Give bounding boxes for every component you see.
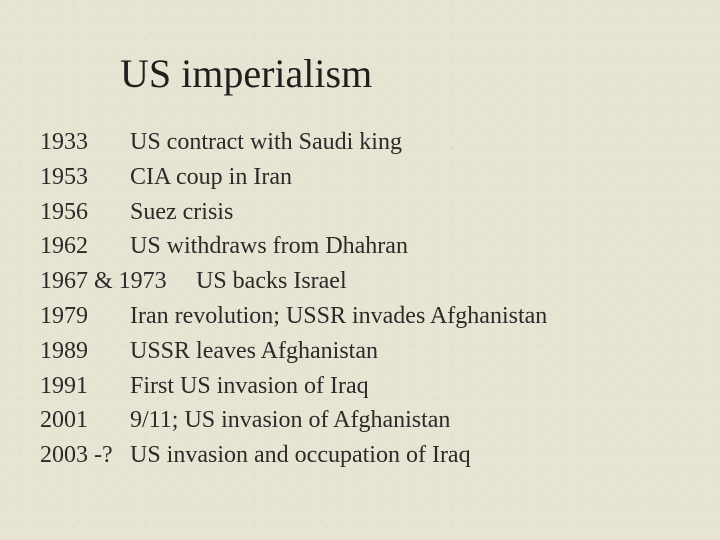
timeline-event: Iran revolution; USSR invades Afghanista… (130, 303, 547, 329)
timeline-year: 1962 (40, 229, 130, 264)
timeline-row: 1956Suez crisis (40, 195, 680, 230)
slide-title: US imperialism (120, 50, 680, 97)
timeline-row: 20019/11; US invasion of Afghanistan (40, 403, 680, 438)
timeline-row: 1989USSR leaves Afghanistan (40, 334, 680, 369)
timeline-year: 2001 (40, 403, 130, 438)
timeline-event: First US invasion of Iraq (130, 373, 369, 399)
timeline-event: US backs Israel (196, 268, 347, 294)
timeline-year: 2003 -? (40, 438, 130, 473)
timeline-event: US contract with Saudi king (130, 129, 402, 155)
timeline-year: 1979 (40, 299, 130, 334)
timeline-year: 1989 (40, 334, 130, 369)
timeline-event: Suez crisis (130, 199, 233, 225)
timeline-year: 1953 (40, 160, 130, 195)
timeline-row: 1979Iran revolution; USSR invades Afghan… (40, 299, 680, 334)
timeline-event: USSR leaves Afghanistan (130, 338, 378, 364)
timeline-year: 1956 (40, 195, 130, 230)
timeline-year: 1933 (40, 125, 130, 160)
timeline-row: 1933US contract with Saudi king (40, 125, 680, 160)
timeline-row: 1962US withdraws from Dhahran (40, 229, 680, 264)
slide: US imperialism 1933US contract with Saud… (0, 0, 720, 540)
timeline-list: 1933US contract with Saudi king1953CIA c… (40, 125, 680, 473)
timeline-row: 1991First US invasion of Iraq (40, 369, 680, 404)
timeline-year: 1991 (40, 369, 130, 404)
timeline-event: 9/11; US invasion of Afghanistan (130, 407, 450, 433)
timeline-event: US withdraws from Dhahran (130, 233, 408, 259)
timeline-row: 1967 & 1973US backs Israel (40, 264, 680, 299)
timeline-event: US invasion and occupation of Iraq (130, 442, 471, 468)
timeline-row: 1953CIA coup in Iran (40, 160, 680, 195)
timeline-row: 2003 -?US invasion and occupation of Ira… (40, 438, 680, 473)
timeline-event: CIA coup in Iran (130, 164, 292, 190)
timeline-year: 1967 & 1973 (40, 264, 196, 299)
